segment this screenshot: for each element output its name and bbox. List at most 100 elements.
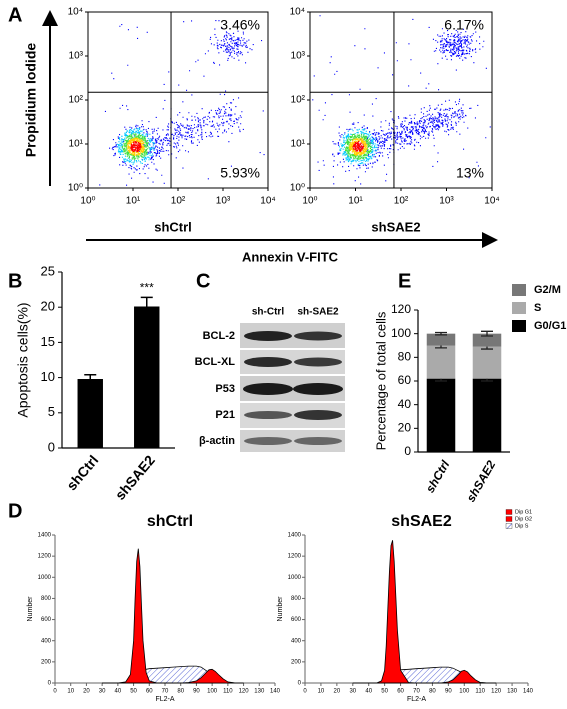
bar: [134, 306, 160, 448]
blot-band: [244, 437, 292, 445]
quadrant-label: 6.17%: [444, 17, 484, 33]
x-tick-label: 110: [475, 689, 485, 695]
plot-frame: [87, 11, 269, 189]
x-tick-label: 110: [223, 689, 233, 695]
y-tick-label: 10¹: [291, 139, 306, 150]
x-tick-label: 100: [459, 689, 470, 695]
blot-band: [294, 331, 342, 341]
legend-swatch: [505, 523, 513, 529]
y-tick-label: 400: [41, 638, 52, 644]
x-tick-label: 10⁴: [260, 196, 275, 207]
y-tick-label: 80: [398, 350, 412, 364]
y-tick-label: 800: [41, 596, 52, 602]
y-tick-label: 5: [48, 404, 55, 419]
y-tick-label: 1200: [38, 554, 52, 560]
bar: [77, 379, 103, 448]
panel-label: E: [398, 270, 411, 292]
x-tick-label: shSAE2: [112, 452, 158, 503]
blot-row: β-actin: [199, 435, 235, 447]
blot-band: [244, 411, 292, 419]
y-tick-label: 1200: [288, 554, 302, 560]
y-tick-label: 0: [48, 681, 52, 687]
y-tick-label: 25: [41, 263, 55, 278]
blot-row: P21: [215, 409, 235, 421]
y-tick-label: 10⁰: [290, 183, 305, 194]
panel-label: C: [196, 270, 210, 292]
x-tick-label: 20: [83, 689, 90, 695]
legend-swatch: [505, 516, 513, 522]
y-tick-label: 1000: [288, 575, 302, 581]
x-tick-label: 130: [507, 689, 518, 695]
y-tick-label: 10³: [69, 51, 84, 62]
western-blot: sh-Ctrl sh-SAE2 BCL-2 BCL-XL P53 P21 β-a…: [195, 307, 345, 452]
legend-swatch: [512, 284, 526, 296]
legend-label: Dip G1: [515, 509, 532, 515]
blot-column: sh-Ctrl: [252, 307, 284, 318]
legend-swatch: [512, 320, 526, 332]
x-tick-label: 140: [270, 689, 281, 695]
chart-title: shSAE2: [391, 513, 452, 530]
x-tick-label: 30: [99, 689, 106, 695]
y-tick-label: 120: [391, 302, 411, 316]
x-tick-label: 90: [193, 689, 200, 695]
blot-band: [244, 331, 292, 341]
y-tick-label: 600: [291, 617, 302, 623]
panel-label: B: [8, 270, 22, 292]
x-tick-label: 0: [303, 689, 307, 695]
x-tick-label: 0: [53, 689, 57, 695]
density-cloud: [352, 141, 365, 152]
legend-label: S: [534, 302, 541, 314]
x-tick-label: 70: [162, 689, 169, 695]
blot-strip: [240, 430, 345, 452]
significance: ***: [140, 281, 154, 295]
legend-swatch: [505, 509, 513, 515]
x-tick-label: 40: [365, 689, 372, 695]
density-cloud: [344, 133, 373, 160]
x-tick-label: 60: [146, 689, 153, 695]
sample-name: shCtrl: [154, 219, 192, 234]
y-tick-label: 100: [391, 326, 411, 340]
x-tick-label: 100: [207, 689, 218, 695]
y-tick-label: 1400: [288, 533, 302, 539]
y-tick-label: 200: [291, 659, 302, 665]
density-cloud: [130, 141, 142, 153]
error-bar: [435, 331, 447, 336]
legend-label: Dip S: [515, 523, 529, 529]
blot-row: BCL-XL: [195, 356, 236, 368]
quadrant-label: 13%: [456, 165, 484, 181]
y-tick-label: 10⁴: [68, 7, 83, 18]
density-cloud: [99, 20, 265, 186]
blot-band: [294, 357, 342, 367]
y-tick-label: 200: [41, 659, 52, 665]
quadrant-label: 3.46%: [220, 17, 260, 33]
density-cloud: [121, 133, 150, 161]
y-tick-label: 10³: [291, 51, 306, 62]
bar-segment: [426, 333, 456, 346]
y-tick-label: 20: [398, 421, 412, 435]
x-tick-label: 10²: [394, 196, 409, 207]
y-tick-label: 0: [48, 439, 55, 454]
density-cloud: [126, 137, 145, 156]
bar-segment: [472, 378, 502, 452]
y-axis-label: Apoptosis cells(%): [15, 302, 31, 417]
y-tick-label: 10⁴: [290, 7, 305, 18]
y-tick-label: 15: [41, 334, 55, 349]
blot-band: [294, 410, 342, 420]
blot-band: [243, 383, 293, 395]
bar-segment: [426, 345, 456, 379]
x-axis-label: FL2-A: [407, 696, 426, 703]
x-tick-label: 10²: [171, 196, 186, 207]
x-tick-label: 10⁴: [484, 196, 499, 207]
y-tick-label: 20: [41, 299, 55, 314]
x-tick-label: 140: [523, 689, 534, 695]
quadrant-label: 5.93%: [220, 165, 260, 181]
x-tick-label: 10: [67, 689, 74, 695]
x-tick-label: shCtrl: [423, 458, 453, 496]
y-tick-label: 10²: [291, 95, 306, 106]
legend-label: G2/M: [534, 284, 561, 296]
x-tick-label: 10⁰: [80, 196, 95, 207]
y-tick-label: 10⁰: [68, 183, 83, 194]
x-tick-label: 120: [491, 689, 502, 695]
y-tick-label: 10: [41, 369, 55, 384]
bar-segment: [472, 346, 502, 379]
